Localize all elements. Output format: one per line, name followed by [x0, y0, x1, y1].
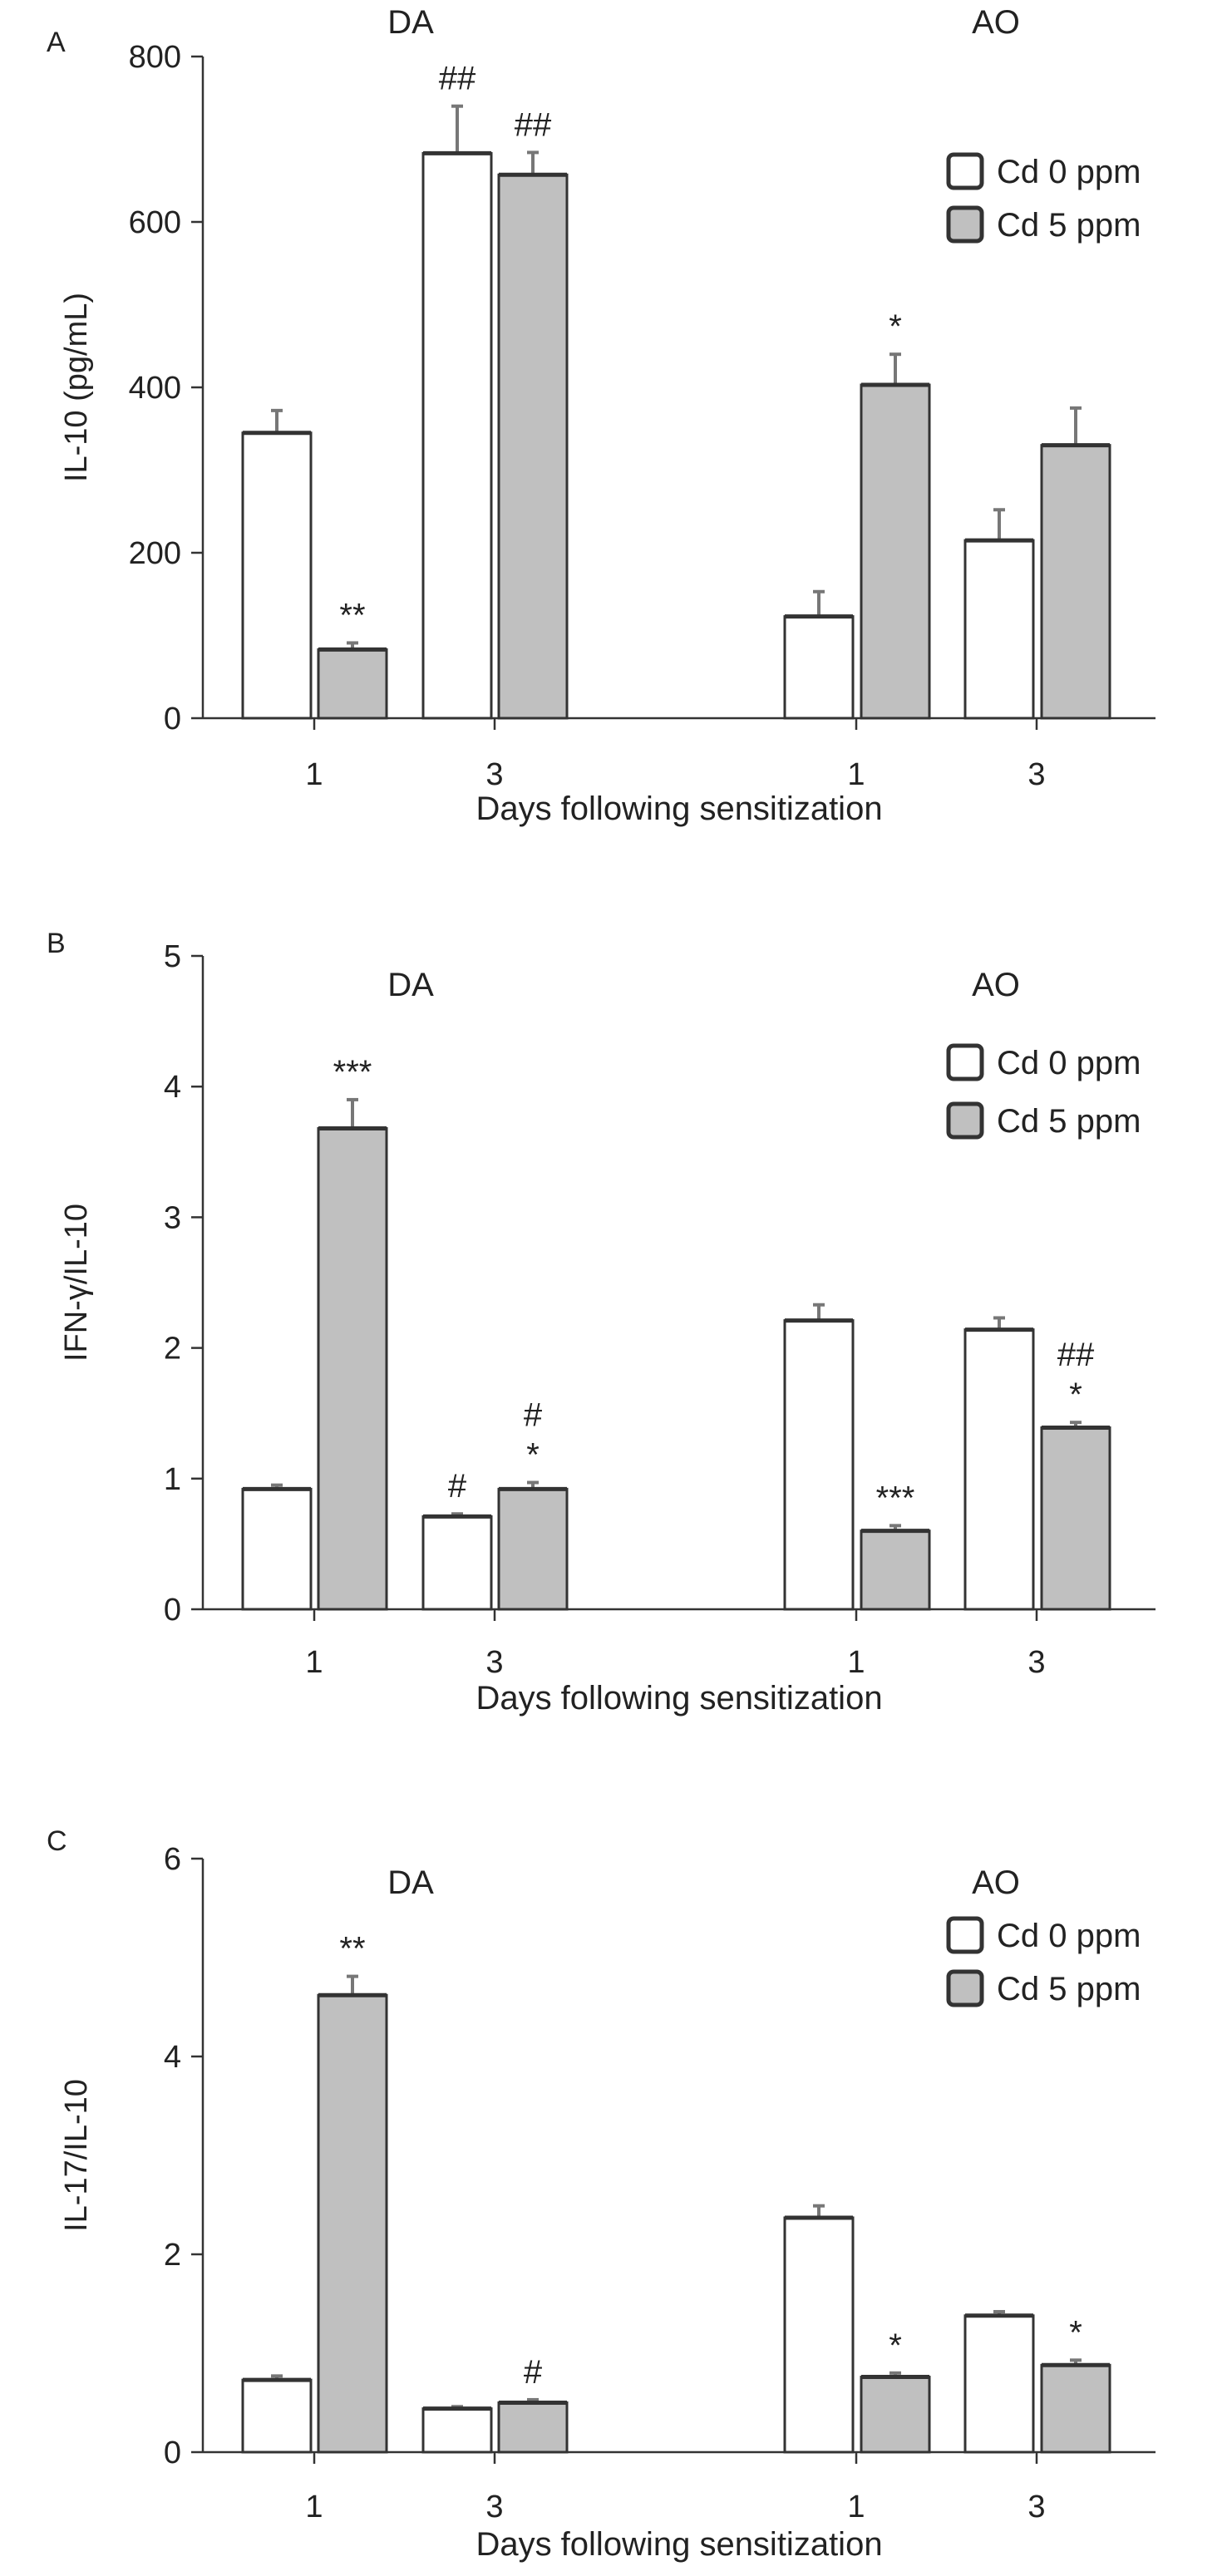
bar — [497, 2401, 569, 2454]
legend-swatch — [946, 1969, 984, 2007]
significance-label: # — [524, 1397, 543, 1434]
y-tick-label: 5 — [164, 939, 181, 974]
legend-label: Cd 0 ppm — [997, 154, 1141, 190]
significance-label: * — [1069, 2314, 1082, 2351]
significance-label: *** — [333, 1054, 372, 1091]
bar — [241, 431, 313, 720]
y-axis-label: IL-10 (pg/mL) — [59, 293, 94, 482]
x-tick-label: 1 — [847, 757, 865, 792]
significance-label: ** — [339, 1931, 365, 1968]
panel-label: C — [47, 1825, 67, 1857]
y-tick-label: 400 — [129, 371, 181, 406]
y-axis-label: IL-17/IL-10 — [59, 2079, 94, 2232]
significance-label: * — [889, 2327, 902, 2364]
bar — [241, 1487, 313, 1611]
group-title: DA — [387, 967, 434, 1003]
y-tick-label: 4 — [164, 1070, 181, 1105]
legend-swatch — [946, 205, 984, 244]
x-axis-label: Days following sensitization — [476, 791, 882, 827]
bar — [317, 1993, 388, 2454]
significance-label: * — [1069, 1377, 1082, 1413]
legend-swatch — [946, 1101, 984, 1140]
y-tick-label: 0 — [164, 2436, 181, 2470]
bar — [317, 648, 388, 720]
x-tick-label: 3 — [485, 757, 503, 792]
significance-label: ## — [1057, 1337, 1095, 1373]
x-tick-label: 3 — [1027, 757, 1045, 792]
legend-label: Cd 0 ppm — [997, 1918, 1141, 1954]
group-title: AO — [972, 4, 1020, 41]
panel-label: A — [47, 27, 66, 58]
legend-label: Cd 5 ppm — [997, 1971, 1141, 2007]
bar — [1040, 2363, 1111, 2454]
group-title: DA — [387, 4, 434, 41]
x-tick-label: 3 — [485, 2490, 503, 2524]
group-title: DA — [387, 1864, 434, 1901]
y-tick-label: 0 — [164, 1593, 181, 1628]
bar — [241, 2378, 313, 2454]
y-tick-label: 800 — [129, 40, 181, 75]
bar — [317, 1127, 388, 1611]
legend-swatch — [946, 152, 984, 190]
legend-label: Cd 5 ppm — [997, 1103, 1141, 1140]
group-title: AO — [972, 1864, 1020, 1901]
y-tick-label: 600 — [129, 205, 181, 240]
y-axis-label: IFN-γ/IL-10 — [59, 1204, 94, 1362]
bar — [860, 2376, 931, 2454]
bar — [860, 383, 931, 720]
y-tick-label: 2 — [164, 1332, 181, 1367]
x-tick-label: 3 — [485, 1645, 503, 1680]
bar — [963, 2314, 1035, 2454]
x-tick-label: 3 — [1027, 2490, 1045, 2524]
significance-label: * — [526, 1437, 540, 1474]
chart-panel-b: B 0 1 2 3 4 5 IFN-γ/IL-10 Days following sensiti… — [47, 928, 1156, 1717]
chart-panel-a: A 0 200 400 600 800 IL-10 (pg/mL) Days followin… — [47, 4, 1156, 827]
bar — [421, 1515, 493, 1611]
panel-label: B — [47, 928, 66, 959]
x-axis-label: Days following sensitization — [476, 2526, 882, 2563]
legend-label: Cd 0 ppm — [997, 1045, 1141, 1081]
legend-swatch — [946, 1916, 984, 1954]
x-tick-label: 1 — [305, 757, 323, 792]
group-title: AO — [972, 967, 1020, 1003]
bar — [963, 539, 1035, 720]
bar — [497, 1487, 569, 1611]
y-tick-label: 1 — [164, 1462, 181, 1497]
bar — [1040, 1426, 1111, 1611]
bar — [421, 2407, 493, 2454]
x-tick-label: 1 — [305, 1645, 323, 1680]
bar — [783, 1319, 855, 1611]
y-tick-label: 200 — [129, 536, 181, 571]
bar — [963, 1328, 1035, 1611]
x-tick-label: 1 — [847, 1645, 865, 1680]
y-tick-label: 6 — [164, 1842, 181, 1877]
bar — [421, 151, 493, 720]
significance-label: ** — [339, 597, 365, 633]
y-tick-label: 4 — [164, 2040, 181, 2075]
bar — [860, 1529, 931, 1611]
legend-label: Cd 5 ppm — [997, 207, 1141, 244]
x-tick-label: 1 — [305, 2490, 323, 2524]
x-axis-label: Days following sensitization — [476, 1680, 882, 1717]
significance-label: *** — [876, 1480, 915, 1516]
y-tick-label: 0 — [164, 702, 181, 736]
chart-panel-c: C 0 2 4 6 IL-17/IL-10 Days following sensitiza… — [47, 1825, 1156, 2563]
x-tick-label: 1 — [847, 2490, 865, 2524]
x-tick-label: 3 — [1027, 1645, 1045, 1680]
bar — [783, 615, 855, 720]
significance-label: ## — [515, 106, 552, 143]
legend-swatch — [946, 1043, 984, 1081]
significance-label: # — [448, 1468, 467, 1505]
significance-label: # — [524, 2354, 543, 2391]
bar — [783, 2216, 855, 2454]
bar — [1040, 444, 1111, 720]
y-tick-label: 2 — [164, 2238, 181, 2273]
bar — [497, 173, 569, 720]
y-tick-label: 3 — [164, 1200, 181, 1235]
significance-label: ## — [439, 61, 476, 97]
significance-label: * — [889, 308, 902, 345]
